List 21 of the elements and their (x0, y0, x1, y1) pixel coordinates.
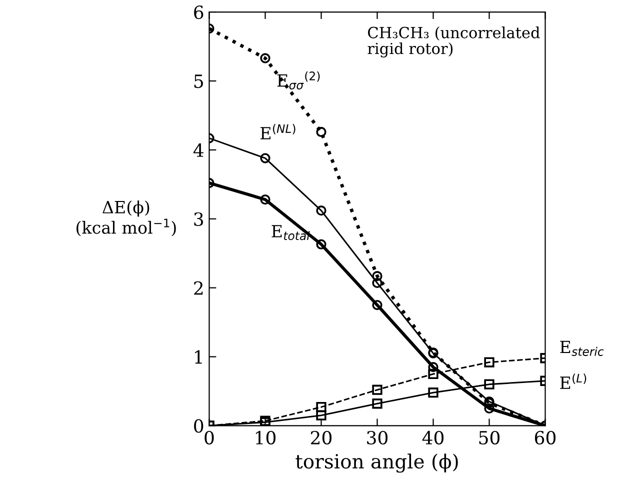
series-label: E$_{steric}$ (560, 340, 604, 356)
y-tick-label: 2 (194, 281, 203, 295)
y-tick-label: 6 (194, 5, 204, 20)
y-tick-label: 5 (194, 74, 203, 88)
x-axis-title: torsion angle (ϕ) (296, 454, 458, 473)
x-tick-label: 40 (422, 430, 444, 445)
y-axis-title: ΔE(ϕ) (kcal mol$^{−1}$) (76, 200, 176, 236)
annotation: CH₃CH₃ (uncorrelated rigid rotor) (368, 26, 540, 58)
x-tick-label: 50 (479, 430, 500, 445)
x-tick-label: 10 (256, 430, 276, 445)
y-tick-label: 1 (195, 350, 202, 364)
x-tick-label: 0 (204, 430, 214, 445)
x-tick-label: 20 (310, 430, 332, 445)
x-tick-label: 60 (534, 430, 556, 445)
series-label: E$^{(NL)}$ (260, 124, 296, 140)
series-label: E$^{(L)}$ (560, 374, 586, 389)
series-label: E$_{total}$ (272, 225, 310, 240)
x-tick-label: 30 (367, 430, 388, 445)
y-tick-label: 4 (193, 143, 204, 157)
y-tick-label: 3 (194, 212, 204, 226)
y-tick-label: 0 (194, 419, 204, 433)
